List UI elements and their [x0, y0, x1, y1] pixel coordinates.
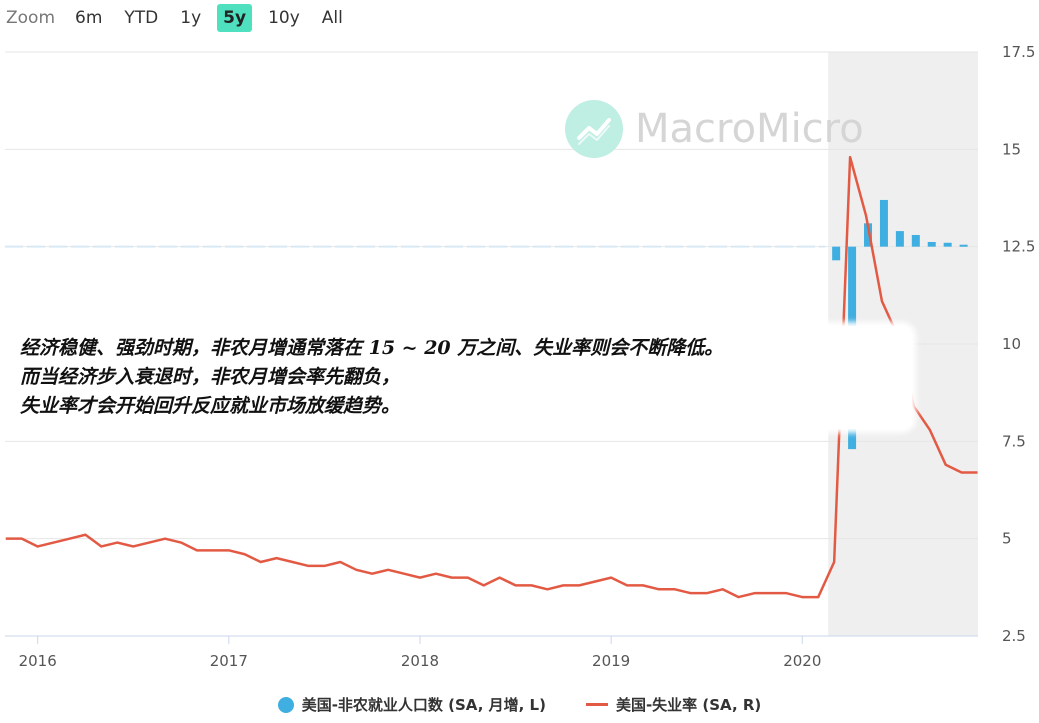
zoom-bar: Zoom 6m YTD 1y 5y 10y All — [0, 0, 359, 36]
y-tick-label: 10 — [1002, 335, 1021, 353]
nonfarm-bar — [959, 244, 968, 247]
nonfarm-bar — [832, 246, 841, 261]
annotation-line: 而当经济步入衰退时，非农月增会率先翻负， — [20, 366, 401, 388]
nonfarm-bar — [879, 199, 888, 247]
x-tick-label: 2019 — [592, 652, 630, 670]
annotation-box: 经济稳健、强劲时期，非农月增通常落在 15 ~ 20 万之间、失业率则会不断降低… — [8, 326, 912, 429]
nonfarm-bar — [911, 234, 920, 247]
zoom-all-button[interactable]: All — [321, 8, 343, 28]
zoom-10y-button[interactable]: 10y — [268, 8, 300, 28]
zoom-ytd-button[interactable]: YTD — [124, 8, 159, 28]
nonfarm-bar — [927, 241, 936, 247]
y-tick-label: 15 — [1002, 140, 1021, 158]
y-tick-label: 7.5 — [1002, 432, 1026, 450]
legend: 美国-非农就业人口数 (SA, 月增, L) 美国-失业率 (SA, R) — [0, 694, 1039, 715]
annotation-line: 经济稳健、强劲时期，非农月增通常落在 15 ~ 20 万之间、失业率则会不断降低… — [20, 337, 724, 359]
x-tick-label: 2017 — [210, 652, 248, 670]
x-tick-label: 2016 — [19, 652, 57, 670]
unemployment-line — [5, 155, 978, 599]
x-tick-label: 2020 — [783, 652, 821, 670]
nonfarm-bar — [943, 242, 952, 247]
zoom-5y-button[interactable]: 5y — [217, 4, 253, 32]
zoom-1y-button[interactable]: 1y — [180, 8, 202, 28]
y-tick-label: 2.5 — [1002, 627, 1026, 645]
macromicro-logo-icon — [565, 100, 623, 158]
annotation-line: 失业率才会开始回升反应就业市场放缓趋势。 — [20, 395, 401, 417]
watermark: MacroMicro — [565, 100, 864, 158]
y-tick-label: 12.5 — [1002, 238, 1035, 256]
legend-bar-marker-icon — [277, 696, 294, 713]
y-tick-label: 5 — [1002, 530, 1012, 548]
zoom-6m-button[interactable]: 6m — [75, 8, 103, 28]
y-tick-label: 17.5 — [1002, 43, 1035, 61]
zoom-label: Zoom — [6, 8, 56, 28]
x-tick-label: 2018 — [401, 652, 439, 670]
legend-label-unemployment: 美国-失业率 (SA, R) — [615, 696, 762, 714]
watermark-text: MacroMicro — [635, 106, 864, 152]
legend-line-marker-icon — [585, 703, 608, 706]
nonfarm-bar — [864, 223, 873, 247]
nonfarm-bar — [895, 231, 904, 247]
legend-label-nonfarm: 美国-非农就业人口数 (SA, 月增, L) — [301, 696, 546, 714]
legend-item-unemployment[interactable]: 美国-失业率 (SA, R) — [585, 694, 762, 715]
legend-item-nonfarm[interactable]: 美国-非农就业人口数 (SA, 月增, L) — [277, 694, 546, 715]
